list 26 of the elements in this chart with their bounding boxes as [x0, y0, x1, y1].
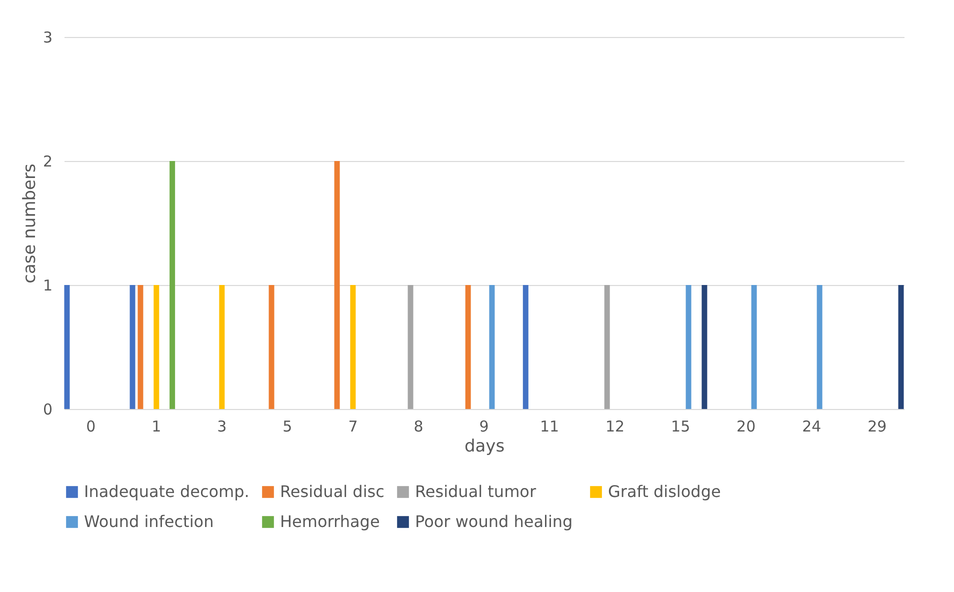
y-tick-label: 1 [42, 276, 52, 294]
x-axis-title: days [464, 436, 505, 456]
legend-label: Residual tumor [415, 482, 536, 501]
x-tick-label: 1 [152, 418, 162, 436]
legend-label: Inadequate decomp. [84, 482, 250, 501]
y-axis-title: case numbers [20, 164, 40, 284]
y-tick-label: 3 [42, 28, 52, 46]
x-tick-label: 24 [802, 418, 822, 436]
x-tick-label: 12 [606, 418, 625, 436]
x-tick-label: 29 [868, 418, 887, 436]
x-tick-label: 0 [86, 418, 96, 436]
x-tick-label: 9 [479, 418, 489, 436]
legend-label: Graft dislodge [608, 482, 721, 501]
x-tick-label: 5 [282, 418, 292, 436]
x-tick-label: 7 [348, 418, 358, 436]
x-tick-label: 11 [540, 418, 560, 436]
x-tick-label: 20 [736, 418, 756, 436]
x-tick-label: 8 [414, 418, 424, 436]
x-tick-label: 3 [217, 418, 227, 436]
x-tick-label: 15 [671, 418, 690, 436]
legend-label: Hemorrhage [280, 512, 380, 531]
legend-label: Wound infection [84, 512, 214, 531]
y-tick-label: 2 [42, 152, 52, 170]
legend-label: Poor wound healing [415, 512, 573, 531]
y-tick-label: 0 [42, 400, 52, 418]
legend-label: Residual disc [280, 482, 384, 501]
